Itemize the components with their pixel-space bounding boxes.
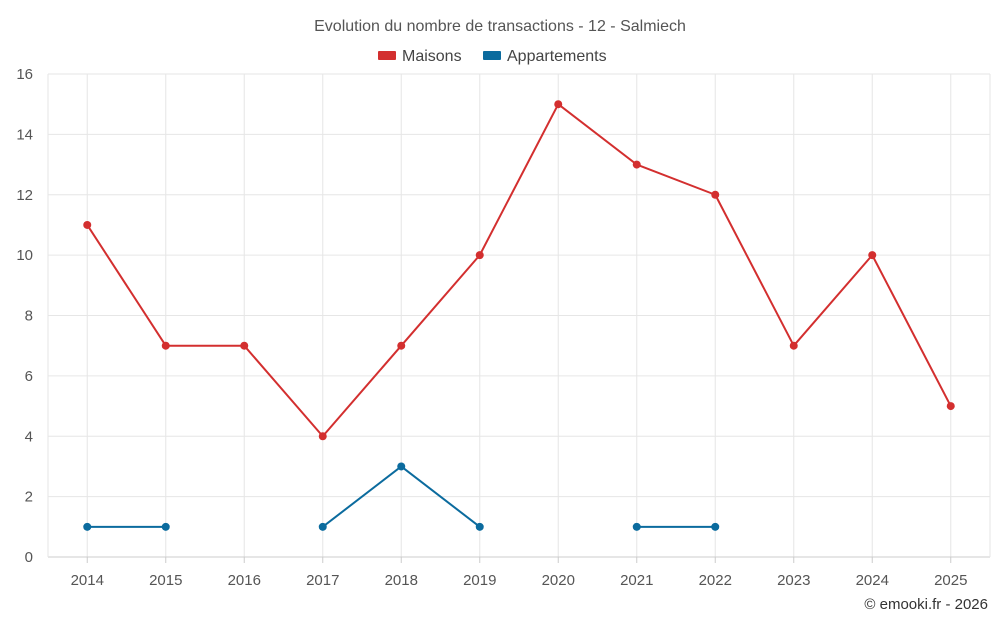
legend-label-1[interactable]: Appartements xyxy=(507,48,607,65)
x-tick-label: 2021 xyxy=(620,572,653,589)
x-tick-label: 2024 xyxy=(856,572,889,589)
x-tick-label: 2022 xyxy=(699,572,732,589)
data-point[interactable] xyxy=(632,160,641,169)
y-tick-label: 2 xyxy=(25,489,33,506)
series-0 xyxy=(83,100,955,441)
data-point[interactable] xyxy=(397,462,406,471)
chart-title: Evolution du nombre de transactions - 12… xyxy=(314,18,686,35)
y-tick-label: 14 xyxy=(16,126,33,143)
legend-swatch-0 xyxy=(378,51,396,60)
data-point[interactable] xyxy=(240,341,249,350)
data-point[interactable] xyxy=(161,522,170,531)
legend-swatch-1 xyxy=(483,51,501,60)
axes: 0 2 4 6 8 10 12 14 16 2014 2015 2016 2017 2018 2019 202… xyxy=(16,66,991,589)
data-point[interactable] xyxy=(789,341,798,350)
y-tick-label: 16 xyxy=(16,66,33,83)
data-point[interactable] xyxy=(946,402,955,411)
x-tick-label: 2018 xyxy=(385,572,418,589)
x-tick-label: 2014 xyxy=(71,572,104,589)
x-tick-label: 2017 xyxy=(306,572,339,589)
grid xyxy=(48,73,990,557)
data-point[interactable] xyxy=(83,522,92,531)
x-tick-label: 2023 xyxy=(777,572,810,589)
data-point[interactable] xyxy=(161,341,170,350)
legend: Maisons Appartements xyxy=(378,48,607,65)
series-1 xyxy=(83,462,720,531)
data-point[interactable] xyxy=(475,251,484,260)
y-tick-label: 12 xyxy=(16,187,33,204)
x-tick-label: 2015 xyxy=(149,572,182,589)
x-tick-label: 2025 xyxy=(934,572,967,589)
y-tick-label: 8 xyxy=(25,308,33,325)
y-tick-label: 0 xyxy=(25,549,33,566)
data-point[interactable] xyxy=(83,220,92,229)
data-point[interactable] xyxy=(554,100,563,109)
y-tick-label: 6 xyxy=(25,368,33,385)
data-point[interactable] xyxy=(711,190,720,199)
series xyxy=(83,100,955,531)
data-point[interactable] xyxy=(868,251,877,260)
data-point[interactable] xyxy=(632,522,641,531)
data-point[interactable] xyxy=(475,522,484,531)
data-point[interactable] xyxy=(711,522,720,531)
x-tick-label: 2020 xyxy=(542,572,575,589)
y-tick-label: 10 xyxy=(16,247,33,264)
data-point[interactable] xyxy=(397,341,406,350)
y-tick-label: 4 xyxy=(25,428,33,445)
x-tick-label: 2019 xyxy=(463,572,496,589)
credit-text: © emooki.fr - 2026 xyxy=(864,596,988,613)
series-line xyxy=(86,103,952,438)
data-point[interactable] xyxy=(318,432,327,441)
legend-label-0[interactable]: Maisons xyxy=(402,48,462,65)
x-tick-label: 2016 xyxy=(228,572,261,589)
data-point[interactable] xyxy=(318,522,327,531)
